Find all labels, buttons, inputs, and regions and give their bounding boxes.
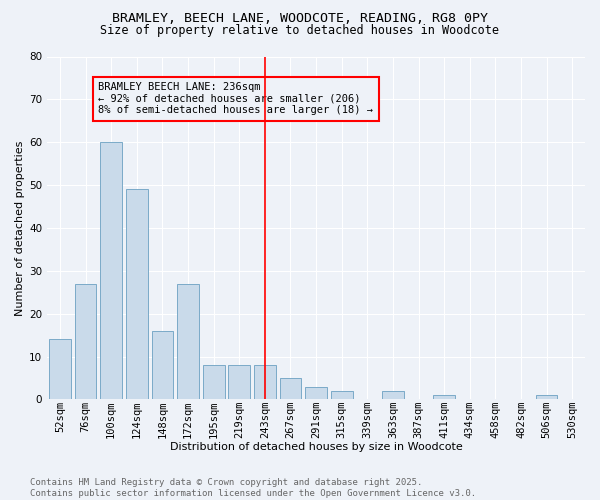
Text: BRAMLEY, BEECH LANE, WOODCOTE, READING, RG8 0PY: BRAMLEY, BEECH LANE, WOODCOTE, READING, … [112, 12, 488, 26]
Bar [177, 284, 199, 400]
Bar [331, 391, 353, 400]
Bar [49, 340, 71, 400]
Y-axis label: Number of detached properties: Number of detached properties [15, 140, 25, 316]
Bar [536, 395, 557, 400]
Bar [433, 395, 455, 400]
Bar [126, 190, 148, 400]
Bar [203, 365, 224, 400]
Bar [305, 386, 327, 400]
Bar [74, 284, 97, 400]
Bar [100, 142, 122, 400]
X-axis label: Distribution of detached houses by size in Woodcote: Distribution of detached houses by size … [170, 442, 463, 452]
Text: BRAMLEY BEECH LANE: 236sqm
← 92% of detached houses are smaller (206)
8% of semi: BRAMLEY BEECH LANE: 236sqm ← 92% of deta… [98, 82, 373, 116]
Bar [280, 378, 301, 400]
Text: Size of property relative to detached houses in Woodcote: Size of property relative to detached ho… [101, 24, 499, 37]
Text: Contains HM Land Registry data © Crown copyright and database right 2025.
Contai: Contains HM Land Registry data © Crown c… [30, 478, 476, 498]
Bar [254, 365, 276, 400]
Bar [152, 331, 173, 400]
Bar [229, 365, 250, 400]
Bar [382, 391, 404, 400]
